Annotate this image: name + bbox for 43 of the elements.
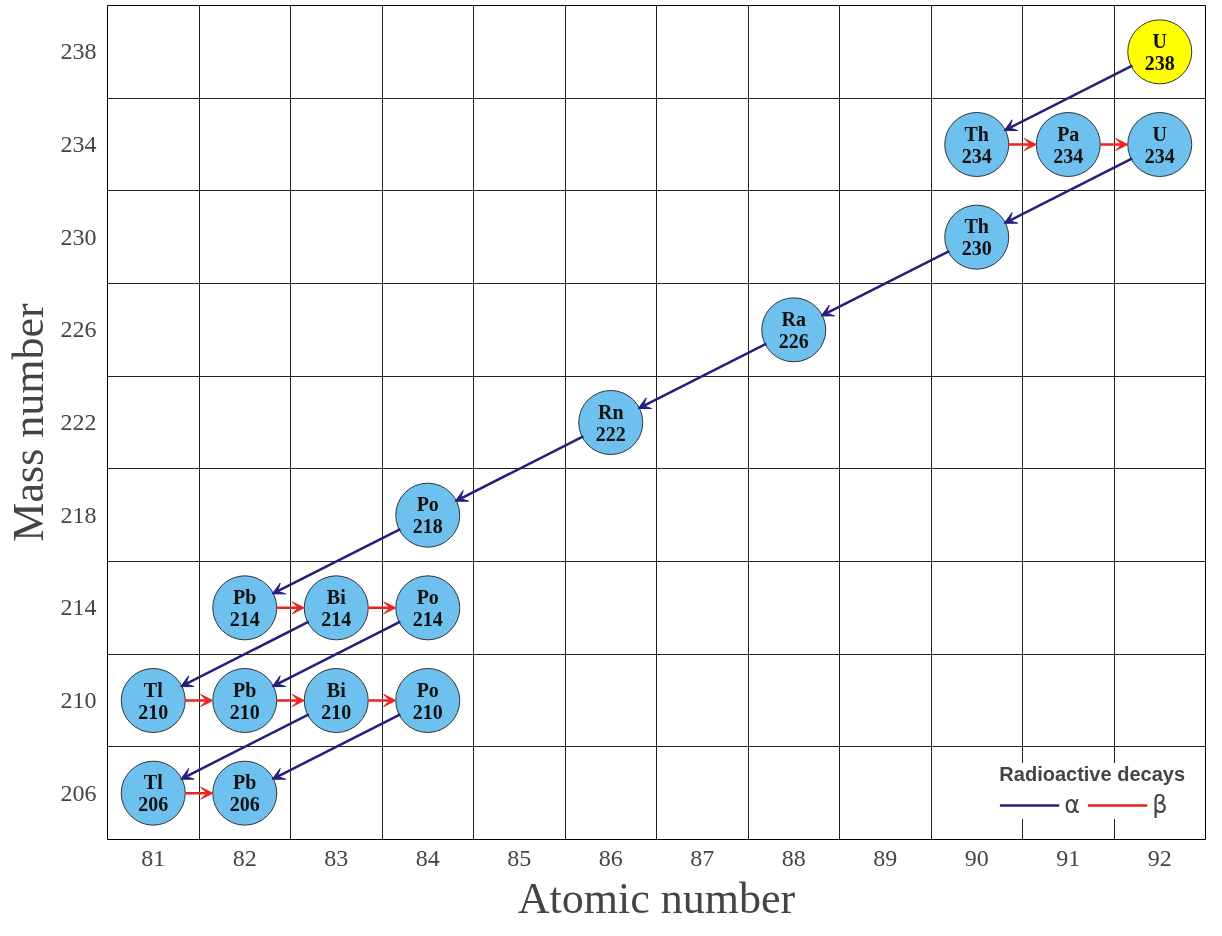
x-tick-label: 92	[1147, 844, 1172, 871]
legend-title: Radioactive decays	[999, 763, 1185, 786]
y-tick-label: 206	[60, 779, 97, 806]
x-tick-label: 83	[324, 844, 349, 871]
y-tick-label: 218	[60, 501, 97, 528]
x-axis-title: Atomic number	[517, 873, 796, 923]
legend-label: α	[1064, 791, 1082, 819]
x-tick-label: 91	[1056, 844, 1081, 871]
x-tick-label: 82	[232, 844, 257, 871]
y-tick-label: 222	[60, 409, 97, 435]
data-label: Pb 206	[229, 771, 260, 816]
x-tick-label: 81	[141, 844, 166, 871]
x-tick-label: 87	[690, 844, 715, 871]
data-label: Th 234	[961, 122, 992, 167]
x-tick-label: 88	[781, 844, 806, 871]
y-tick-label: 214	[60, 594, 97, 621]
x-tick-label: 86	[598, 844, 623, 871]
data-label: Ra 226	[778, 307, 809, 352]
y-axis-title: Mass number	[3, 303, 53, 542]
x-tick-label: 89	[873, 844, 898, 871]
data-label: Pb 214	[229, 585, 260, 630]
data-label: Po 214	[412, 585, 443, 630]
y-tick-label: 230	[60, 223, 97, 250]
data-label: Pb 210	[229, 678, 260, 723]
x-tick-label: 90	[964, 844, 989, 871]
data-label: Tl 206	[138, 771, 169, 816]
data-label: Th 230	[961, 215, 992, 260]
x-tick-label: 85	[507, 844, 532, 871]
data-label: Bi 214	[321, 585, 352, 630]
data-label: U 234	[1144, 122, 1175, 167]
data-label: Po 210	[412, 678, 443, 723]
data-label: Bi 210	[321, 678, 352, 723]
data-label: Po 218	[412, 493, 443, 538]
data-label: Tl 210	[138, 678, 169, 723]
legend-label: β	[1152, 791, 1169, 819]
data-label: Rn 222	[595, 400, 626, 445]
data-label: U 238	[1144, 29, 1175, 74]
y-tick-label: 238	[60, 38, 97, 65]
x-tick-label: 84	[415, 844, 440, 871]
y-tick-label: 234	[60, 131, 97, 157]
data-label: Pa 234	[1053, 122, 1084, 167]
y-tick-label: 226	[60, 316, 97, 343]
y-tick-label: 210	[60, 687, 97, 713]
